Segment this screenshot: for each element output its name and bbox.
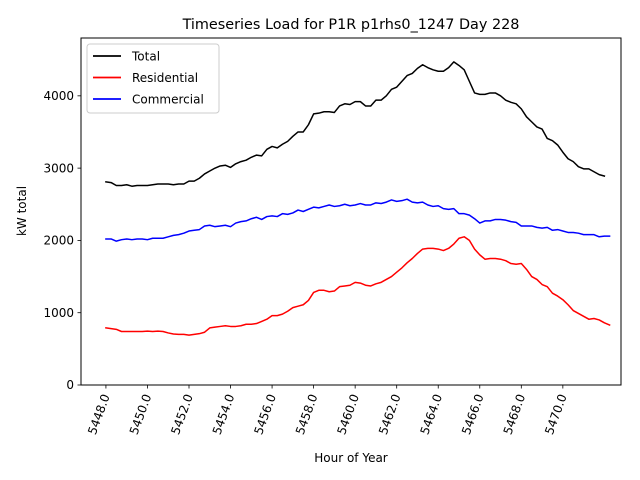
y-tick-label: 1000 xyxy=(43,306,74,320)
x-tick-label: 5460.0 xyxy=(334,392,362,436)
series-line-commercial xyxy=(105,198,611,242)
plot-area xyxy=(80,37,622,386)
x-tick-label: 5448.0 xyxy=(85,392,113,436)
chart-title: Timeseries Load for P1R p1rhs0_1247 Day … xyxy=(182,17,520,33)
legend-box xyxy=(86,43,220,114)
x-tick-label: 5462.0 xyxy=(376,392,404,436)
legend: Total Residential Commercial xyxy=(86,43,220,114)
x-tick-label: 5468.0 xyxy=(501,392,529,436)
legend-label-total: Total xyxy=(131,50,160,64)
legend-label-residential: Residential xyxy=(132,71,198,85)
x-axis-ticks: 5448.0 5450.0 5452.0 5454.0 5456.0 5458.0 5460… xyxy=(85,385,570,436)
y-tick-label: 4000 xyxy=(43,89,74,103)
y-axis-label: kW total xyxy=(15,186,29,236)
y-tick-label: 3000 xyxy=(43,161,74,175)
x-tick-label: 5466.0 xyxy=(459,392,487,436)
y-tick-label: 0 xyxy=(66,378,74,392)
y-tick-label: 2000 xyxy=(43,234,74,248)
plot-frame xyxy=(80,37,622,386)
series-line-total xyxy=(105,61,606,187)
x-tick-label: 5458.0 xyxy=(293,392,321,436)
x-axis-label: Hour of Year xyxy=(314,451,388,465)
x-tick-label: 5454.0 xyxy=(210,392,238,436)
series-line-residential xyxy=(105,236,611,336)
x-tick-label: 5456.0 xyxy=(251,392,279,436)
x-tick-label: 5464.0 xyxy=(418,392,446,436)
y-axis-ticks: 0 1000 2000 3000 4000 xyxy=(43,89,81,392)
series-layer xyxy=(105,61,611,336)
legend-label-commercial: Commercial xyxy=(132,93,204,107)
x-tick-label: 5470.0 xyxy=(542,392,570,436)
x-tick-label: 5450.0 xyxy=(127,392,155,436)
x-tick-label: 5452.0 xyxy=(168,392,196,436)
